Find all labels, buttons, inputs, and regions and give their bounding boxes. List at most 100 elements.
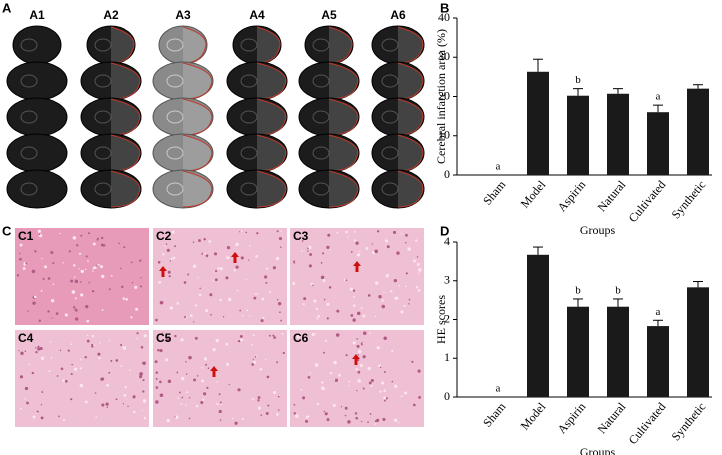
texture (374, 315, 377, 318)
texture (418, 268, 422, 272)
texture (357, 354, 359, 356)
texture (312, 284, 314, 287)
image-label: A5 (321, 8, 337, 22)
texture (257, 396, 261, 399)
texture (384, 239, 389, 243)
bar (607, 306, 629, 397)
annotation: b (615, 284, 621, 296)
bar (647, 326, 669, 397)
infarct-outline (182, 170, 213, 208)
infarct-outline (110, 98, 141, 136)
texture (37, 347, 41, 351)
bar (607, 93, 629, 175)
texture (35, 350, 38, 354)
texture (159, 393, 164, 398)
texture (88, 281, 90, 284)
texture (260, 414, 263, 416)
texture (84, 268, 87, 271)
bar (527, 254, 549, 397)
texture (159, 348, 163, 353)
texture (393, 279, 398, 283)
texture (376, 418, 380, 422)
infarct-outline (110, 26, 135, 64)
x-tick-label: Sham (480, 177, 509, 207)
y-tick-label: 2 (444, 311, 450, 325)
texture (383, 396, 387, 400)
texture (382, 417, 386, 421)
texture (205, 363, 208, 366)
texture (321, 252, 325, 255)
x-tick-label: Cultivated (626, 178, 669, 225)
texture (174, 334, 177, 338)
texture (27, 310, 29, 312)
texture (185, 360, 187, 363)
texture (101, 309, 104, 312)
texture (418, 395, 422, 399)
texture (226, 362, 229, 366)
texture (25, 337, 28, 340)
texture (226, 256, 230, 260)
texture (326, 302, 330, 306)
texture (65, 379, 68, 383)
texture (338, 374, 341, 377)
texture (62, 262, 64, 264)
texture (18, 349, 20, 352)
texture (209, 293, 213, 297)
x-axis-label: Groups (580, 445, 616, 455)
texture (336, 309, 340, 313)
texture (362, 343, 365, 345)
x-tick-label: Synthetic (669, 400, 709, 444)
texture (143, 416, 147, 420)
texture (38, 233, 41, 236)
texture (19, 257, 22, 261)
texture (381, 299, 384, 302)
infarct-outline (256, 170, 287, 208)
texture (142, 379, 145, 382)
infarct-outline (328, 62, 359, 100)
texture (353, 231, 356, 233)
texture (345, 230, 348, 234)
texture (219, 298, 222, 302)
bar (527, 71, 549, 175)
texture (185, 391, 189, 394)
panel-label: C (2, 223, 12, 238)
texture (32, 301, 36, 305)
texture (86, 334, 89, 337)
texture (363, 331, 367, 335)
texture (239, 231, 241, 233)
texture (98, 356, 101, 360)
texture (97, 352, 101, 356)
texture (405, 242, 407, 244)
texture (367, 421, 369, 423)
image-label: C3 (293, 229, 309, 243)
texture (394, 384, 398, 388)
texture (355, 367, 358, 371)
slice-detail (20, 38, 38, 52)
texture (172, 256, 176, 260)
texture (320, 275, 325, 280)
texture (369, 413, 372, 415)
texture (194, 304, 198, 307)
texture (92, 242, 96, 246)
texture (316, 402, 320, 406)
texture (213, 252, 218, 256)
texture (276, 361, 279, 364)
texture (417, 369, 421, 373)
texture (106, 406, 109, 409)
texture (264, 358, 267, 361)
texture (129, 369, 131, 372)
texture (308, 245, 312, 250)
texture (108, 288, 111, 291)
texture (207, 367, 210, 370)
texture (383, 389, 386, 393)
texture (237, 388, 241, 392)
texture (122, 403, 125, 405)
texture (181, 396, 184, 399)
texture (218, 393, 221, 396)
infarct-outline (328, 98, 359, 136)
texture (142, 390, 145, 393)
texture (120, 267, 122, 270)
texture (328, 286, 332, 289)
texture (394, 297, 396, 299)
texture (397, 421, 400, 424)
